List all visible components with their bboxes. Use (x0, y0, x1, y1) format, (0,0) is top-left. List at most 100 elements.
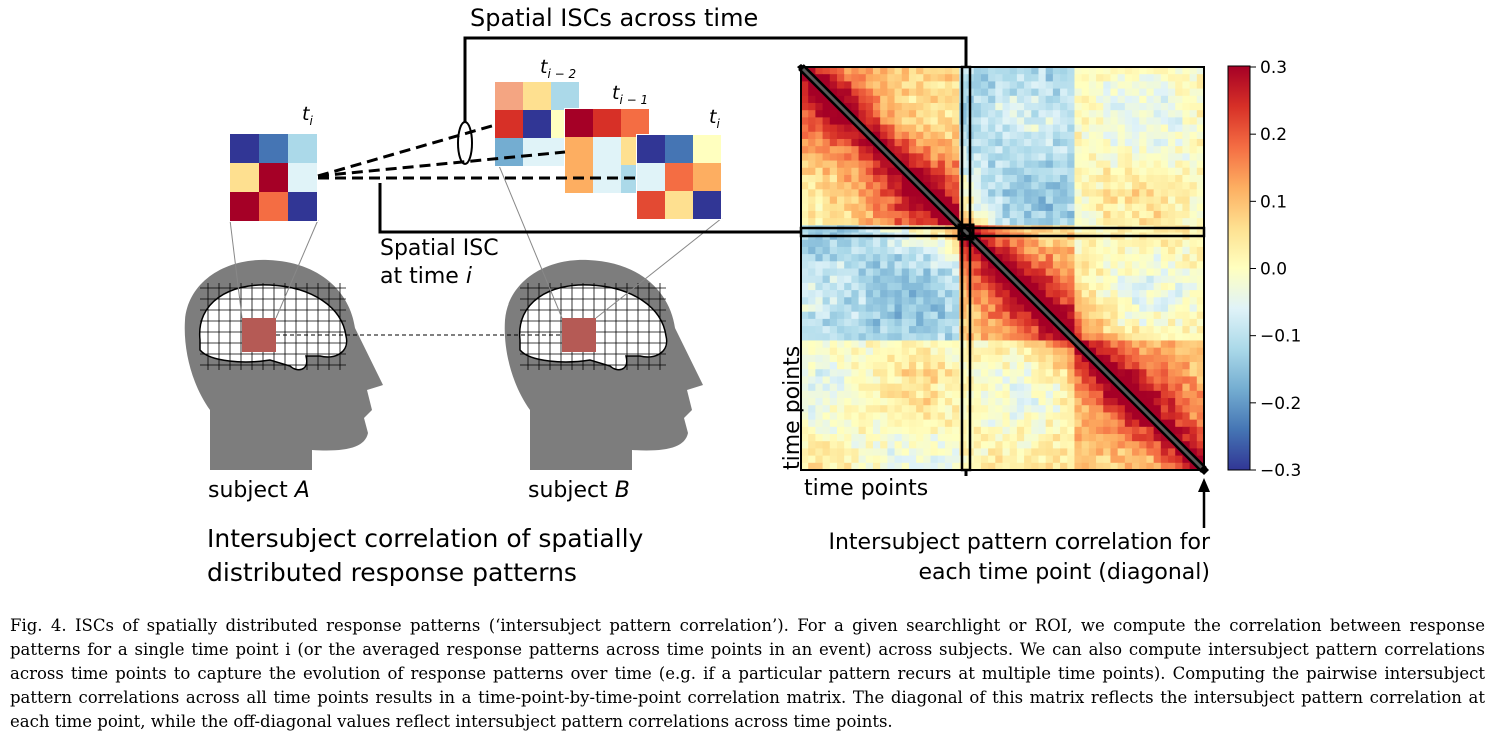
matrix-cell (916, 275, 924, 284)
matrix-cell (1139, 462, 1147, 471)
matrix-cell (1074, 174, 1083, 183)
matrix-cell (995, 398, 1003, 406)
matrix-cell (822, 81, 831, 89)
matrix-cell (973, 182, 982, 190)
matrix-cell (1045, 261, 1054, 269)
matrix-cell (1182, 419, 1191, 428)
matrix-cell (1016, 333, 1025, 341)
matrix-cell (1096, 390, 1104, 399)
matrix-cell (1074, 426, 1083, 435)
matrix-cell (1175, 347, 1183, 356)
matrix-cell (1016, 354, 1025, 363)
matrix-cell (808, 174, 816, 183)
matrix-cell (1031, 383, 1039, 392)
matrix-cell (872, 434, 881, 442)
matrix-cell (1117, 333, 1126, 341)
matrix-cell (1189, 318, 1198, 327)
matrix-cell (887, 354, 895, 363)
matrix-cell (822, 102, 831, 111)
matrix-cell (836, 153, 845, 161)
matrix-cell (844, 261, 852, 269)
matrix-cell (865, 441, 874, 449)
matrix-cell (1052, 362, 1061, 370)
matrix-cell (1196, 203, 1205, 212)
matrix-cell (1088, 340, 1097, 349)
matrix-cell (829, 455, 838, 464)
matrix-cell (808, 282, 816, 291)
matrix-cell (880, 182, 888, 190)
matrix-cell (988, 246, 996, 255)
matrix-cell (1088, 441, 1097, 449)
matrix-cell (844, 282, 852, 291)
matrix-cell (865, 189, 874, 197)
matrix-cell (1153, 390, 1162, 399)
matrix-cell (858, 196, 867, 205)
matrix-cell (1096, 290, 1104, 298)
matrix-cell (1103, 174, 1111, 183)
matrix-cell (1103, 275, 1111, 284)
matrix-cell (1168, 117, 1176, 125)
matrix-cell (880, 131, 888, 140)
matrix-cell (1103, 333, 1111, 341)
matrix-cell (1175, 261, 1183, 269)
matrix-cell (1132, 239, 1140, 248)
matrix-cell (995, 318, 1003, 327)
matrix-cell (930, 275, 939, 284)
matrix-cell (851, 160, 859, 169)
matrix-cell (1088, 448, 1097, 457)
matrix-cell (980, 81, 989, 89)
matrix-cell (1009, 412, 1018, 421)
subject-a-label: subject A (208, 478, 310, 503)
matrix-cell (894, 290, 903, 298)
matrix-cell (1160, 297, 1169, 305)
matrix-cell (844, 67, 852, 75)
matrix-cell (1110, 455, 1119, 464)
matrix-cell (995, 347, 1003, 356)
matrix-cell (844, 340, 852, 349)
matrix-cell (1074, 405, 1083, 413)
matrix-cell (1132, 246, 1140, 255)
matrix-cell (1038, 455, 1047, 464)
matrix-cell (872, 124, 881, 133)
matrix-cell (1182, 311, 1191, 320)
matrix-cell (1088, 412, 1097, 421)
matrix-cell (865, 110, 874, 118)
matrix-cell (1124, 218, 1133, 226)
matrix-cell (1103, 398, 1111, 406)
matrix-cell (973, 390, 982, 399)
matrix-cell (887, 290, 895, 298)
matrix-cell (973, 218, 982, 226)
matrix-cell (988, 434, 996, 442)
matrix-cell (923, 369, 931, 377)
matrix-cell (1139, 347, 1147, 356)
matrix-cell (829, 174, 838, 183)
matrix-cell (822, 218, 831, 226)
matrix-cell (1081, 354, 1090, 363)
matrix-cell (952, 419, 960, 428)
matrix-cell (988, 297, 996, 305)
matrix-cell (1002, 412, 1011, 421)
matrix-cell (808, 88, 816, 97)
matrix-cell (908, 88, 917, 97)
matrix-cell (937, 318, 946, 327)
matrix-cell (995, 354, 1003, 363)
matrix-cell (1189, 117, 1198, 125)
matrix-cell (1124, 383, 1133, 392)
pattern-cell (565, 137, 593, 165)
matrix-cell (1103, 261, 1111, 269)
matrix-cell (851, 434, 859, 442)
matrix-cell (1146, 218, 1155, 226)
matrix-cell (844, 347, 852, 356)
matrix-cell (1031, 67, 1039, 75)
matrix-cell (851, 412, 859, 421)
matrix-cell (1182, 138, 1191, 147)
pattern-cell (495, 82, 523, 110)
matrix-cell (872, 81, 881, 89)
matrix-cell (1016, 311, 1025, 320)
matrix-cell (923, 239, 931, 248)
matrix-cell (908, 203, 917, 212)
matrix-cell (894, 124, 903, 133)
matrix-cell (1038, 369, 1047, 377)
matrix-cell (1160, 131, 1169, 140)
matrix-cell (1045, 412, 1054, 421)
